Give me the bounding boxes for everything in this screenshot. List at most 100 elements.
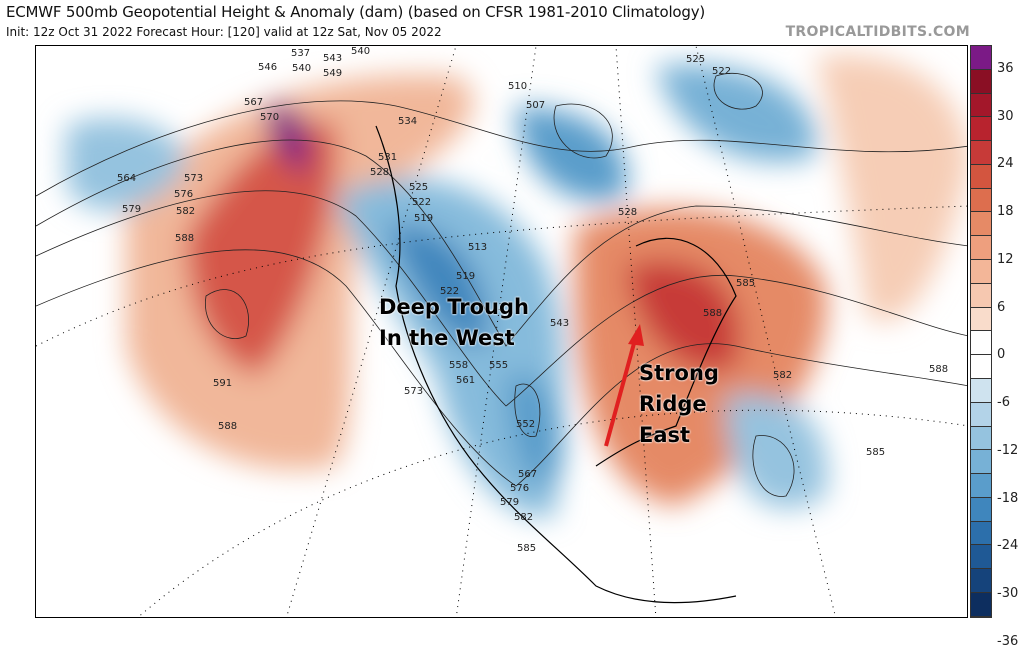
contour-label: 564 bbox=[117, 173, 137, 184]
colorbar-bin bbox=[971, 260, 991, 284]
map-title: ECMWF 500mb Geopotential Height & Anomal… bbox=[6, 3, 706, 21]
contour-label: 585 bbox=[517, 543, 537, 554]
colorbar-tick: -18 bbox=[997, 490, 1019, 506]
annotation-strong-ridge: Strong Ridge East bbox=[639, 358, 719, 451]
colorbar-tick: -12 bbox=[997, 442, 1019, 458]
colorbar-bin bbox=[971, 188, 991, 213]
annotation-line: Deep Trough bbox=[379, 295, 529, 319]
colorbar-bin bbox=[971, 46, 991, 70]
contour-label: 534 bbox=[398, 116, 418, 127]
colorbar-bin bbox=[971, 378, 991, 403]
colorbar-tick: -24 bbox=[997, 538, 1019, 554]
colorbar-bin bbox=[971, 331, 991, 356]
colorbar-bin bbox=[971, 69, 991, 94]
ridge-arrow bbox=[604, 324, 644, 447]
contour-label: 573 bbox=[184, 173, 204, 184]
colorbar-tick: 0 bbox=[997, 347, 1006, 363]
contour-label: 588 bbox=[703, 308, 723, 319]
contour-label: 528 bbox=[618, 207, 638, 218]
colorbar-tick: 30 bbox=[997, 108, 1014, 124]
annotation-line: Strong bbox=[639, 361, 719, 385]
colorbar-bin bbox=[971, 497, 991, 522]
contour-label: 525 bbox=[686, 54, 706, 65]
map-subtitle: Init: 12z Oct 31 2022 Forecast Hour: [12… bbox=[6, 25, 442, 39]
contour-label: 510 bbox=[508, 81, 528, 92]
colorbar-bin bbox=[971, 164, 991, 189]
contour-label: 579 bbox=[500, 497, 520, 508]
contour-label: 588 bbox=[929, 364, 949, 375]
contour-label: 525 bbox=[409, 182, 429, 193]
contour-label: 522 bbox=[440, 286, 460, 297]
graticule bbox=[36, 46, 967, 617]
contour-label: 522 bbox=[712, 66, 732, 77]
contour-label: 579 bbox=[122, 204, 142, 215]
contour-label: 528 bbox=[370, 167, 390, 178]
contour-label: 582 bbox=[176, 206, 196, 217]
annotation-deep-trough: Deep Trough In the West bbox=[379, 292, 529, 354]
contour-label: 558 bbox=[449, 360, 469, 371]
contour-label: 543 bbox=[323, 53, 343, 64]
contour-label: 522 bbox=[412, 197, 432, 208]
contour-label: 537 bbox=[291, 48, 311, 59]
contour-label: 585 bbox=[866, 447, 886, 458]
colorbar-bin bbox=[971, 592, 991, 617]
colorbar-bin bbox=[971, 141, 991, 165]
colorbar-bin bbox=[971, 521, 991, 546]
colorbar-bin bbox=[971, 402, 991, 427]
contour-label: 567 bbox=[244, 97, 264, 108]
annotation-line: East bbox=[639, 423, 691, 447]
contour-label: 552 bbox=[516, 419, 536, 430]
colorbar-bin bbox=[971, 355, 991, 379]
colorbar-bin bbox=[971, 426, 991, 451]
contour-label: 567 bbox=[518, 469, 538, 480]
colorbar-tick: 6 bbox=[997, 299, 1006, 315]
contour-label: 519 bbox=[456, 271, 476, 282]
colorbar-bin bbox=[971, 93, 991, 118]
contour-label: 576 bbox=[510, 483, 530, 494]
colorbar-bin bbox=[971, 212, 991, 237]
contour-label: 591 bbox=[213, 378, 233, 389]
coastlines bbox=[375, 125, 737, 604]
colorbar-bin bbox=[971, 307, 991, 332]
colorbar-bin bbox=[971, 236, 991, 261]
colorbar-bin bbox=[971, 117, 991, 142]
colorbar-bin bbox=[971, 545, 991, 570]
brand-watermark: TROPICALTIDBITS.COM bbox=[785, 24, 970, 40]
colorbar-bin bbox=[971, 450, 991, 475]
contour-label: 585 bbox=[736, 278, 756, 289]
contour-label: 588 bbox=[175, 233, 195, 244]
colorbar-tick: 18 bbox=[997, 204, 1014, 220]
contour-label: 576 bbox=[174, 189, 194, 200]
contour-label: 513 bbox=[468, 242, 488, 253]
colorbar-tick: -6 bbox=[997, 395, 1010, 411]
annotation-line: Ridge bbox=[639, 392, 707, 416]
annotation-line: In the West bbox=[379, 326, 515, 350]
anomaly-colorbar bbox=[970, 45, 992, 618]
colorbar-bin bbox=[971, 474, 991, 498]
colorbar-tick: 24 bbox=[997, 156, 1014, 172]
contour-label: 540 bbox=[351, 46, 371, 57]
colorbar-tick: -36 bbox=[997, 633, 1019, 649]
colorbar-tick: 36 bbox=[997, 60, 1014, 76]
contour-label: 582 bbox=[773, 370, 793, 381]
contour-label: 507 bbox=[526, 100, 546, 111]
colorbar-tick: 12 bbox=[997, 251, 1014, 267]
contour-label: 543 bbox=[550, 318, 570, 329]
contour-label: 588 bbox=[218, 421, 238, 432]
contour-label: 549 bbox=[323, 68, 343, 79]
contour-label: 546 bbox=[258, 62, 278, 73]
height-contours bbox=[36, 72, 967, 497]
trough-west bbox=[336, 178, 563, 518]
contour-label: 582 bbox=[514, 512, 534, 523]
colorbar-tick: -30 bbox=[997, 586, 1019, 602]
contour-label: 531 bbox=[378, 152, 398, 163]
anomaly-field bbox=[36, 46, 967, 617]
contour-label: 570 bbox=[260, 112, 280, 123]
contour-label: 573 bbox=[404, 386, 424, 397]
contour-label: 540 bbox=[292, 63, 312, 74]
height-anomaly-map: 537 540 543 546 549 540 567 570 534 531 … bbox=[35, 45, 968, 618]
contour-label: 561 bbox=[456, 375, 476, 386]
colorbar-bin bbox=[971, 283, 991, 308]
contour-label: 519 bbox=[414, 213, 434, 224]
colorbar-bin bbox=[971, 569, 991, 593]
